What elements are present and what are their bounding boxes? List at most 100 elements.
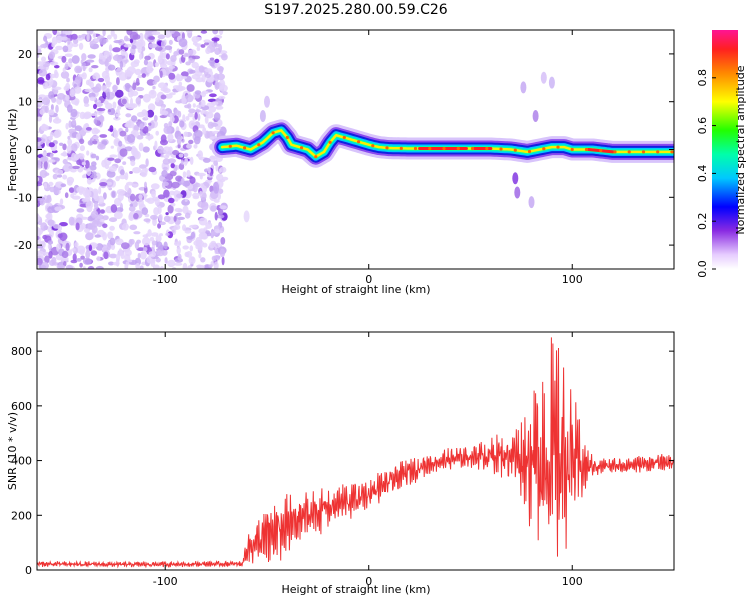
noise-speckle [117,193,124,201]
noise-speckle [68,58,73,64]
noise-speckle [44,255,50,264]
noise-speckle [41,56,46,62]
noise-speckle [110,204,118,213]
noise-speckle [198,228,206,234]
noise-speckle [169,170,177,177]
noise-speckle [62,143,67,151]
noise-speckle [54,206,62,212]
ridge-hot-spot [613,150,617,154]
noise-speckle [39,108,45,115]
noise-speckle [37,247,38,249]
noise-speckle [74,125,83,132]
noise-speckle [119,60,124,69]
y-tick-label: 10 [18,96,32,109]
snr-frame [36,331,675,571]
noise-speckle [94,201,99,210]
y-tick-label: 800 [11,345,32,358]
noise-speckle [48,142,55,148]
noise-speckle [81,72,87,80]
ridge-hot-spot [399,146,403,150]
noise-speckle [78,42,84,50]
noise-speckle [63,85,70,91]
noise-speckle [150,183,160,190]
noise-speckle [37,252,40,256]
noise-speckle [80,255,85,260]
noise-speckle [185,115,190,121]
noise-speckle [108,109,111,113]
noise-speckle [71,119,77,126]
noise-speckle [157,194,166,200]
spectral-blob [548,76,555,89]
noise-speckle [47,226,51,233]
noise-speckle [218,66,224,74]
noise-speckle [90,112,98,117]
noise-speckle [182,245,189,250]
noise-speckle [200,201,209,211]
noise-speckle [92,86,100,93]
noise-speckle [57,233,63,238]
noise-speckle [135,81,140,86]
noise-speckle [141,46,146,52]
noise-speckle [154,62,159,67]
noise-speckle [204,68,213,73]
noise-speckle [221,212,228,221]
noise-speckle [62,45,69,53]
noise-speckle [148,43,158,49]
noise-speckle [37,61,46,66]
noise-speckle [109,125,114,133]
spectral-blob [243,210,250,223]
noise-speckle [70,33,78,40]
noise-speckle [44,172,50,176]
noise-speckle [154,140,158,150]
noise-speckle [168,72,176,80]
noise-speckle [194,90,202,95]
noise-speckle [147,125,152,132]
noise-speckle [139,164,147,169]
noise-speckle [37,156,39,161]
noise-speckle [113,33,118,40]
ridge-hot-spot [413,146,418,151]
noise-speckle [149,236,155,242]
noise-speckle [53,224,61,229]
noise-speckle [103,192,107,200]
noise-speckle [136,247,146,252]
noise-speckle [67,37,71,45]
noise-speckle [168,65,176,69]
noise-speckle [99,37,107,45]
noise-speckle [45,198,50,203]
noise-speckle [209,57,215,61]
noise-speckle [211,255,217,262]
ridge-hot-spot [243,146,247,150]
noise-speckle [148,122,152,126]
noise-speckle [162,181,169,186]
noise-speckle [156,241,163,249]
noise-speckle [187,265,192,269]
noise-speckle [186,143,193,149]
noise-speckle [40,43,48,48]
noise-speckle [140,168,148,178]
spectral-blob [512,172,519,185]
noise-speckle [120,169,125,176]
y-tick-label: 200 [11,509,32,522]
noise-speckle [40,261,49,269]
noise-speckle [198,65,205,73]
noise-speckle [55,181,60,188]
noise-speckle [160,94,167,100]
noise-speckle [115,89,124,98]
noise-speckle [78,35,82,39]
noise-speckle [124,122,131,128]
noise-speckle [143,125,149,135]
noise-speckle [65,264,73,269]
noise-speckle [109,154,118,158]
noise-speckle [132,167,142,174]
noise-speckle [55,116,59,121]
noise-speckle [214,47,221,55]
noise-speckle [54,169,64,175]
noise-speckle [71,248,76,252]
noise-speckle [186,30,193,34]
noise-speckle [78,153,85,160]
noise-speckle [163,241,168,250]
noise-speckle [107,64,116,71]
noise-speckle [130,160,136,167]
noise-speckle [168,121,173,127]
